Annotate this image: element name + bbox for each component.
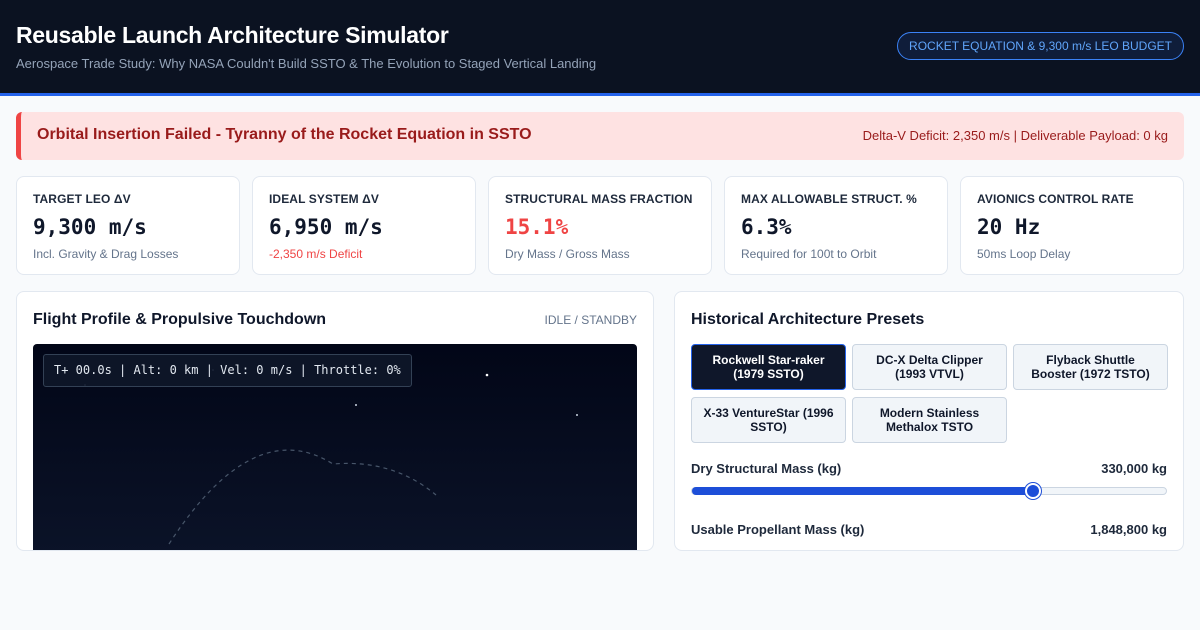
star [576, 414, 578, 416]
metric-sub: Required for 100t to Orbit [741, 247, 877, 261]
dry-mass-slider[interactable] [691, 483, 1167, 499]
metric-label: AVIONICS CONTROL RATE [977, 192, 1134, 206]
metric-label: MAX ALLOWABLE STRUCT. % [741, 192, 917, 206]
metric-card-structural-fraction: STRUCTURAL MASS FRACTION 15.1% Dry Mass … [488, 176, 712, 275]
star [485, 373, 489, 377]
metric-value: 9,300 m/s [33, 215, 147, 239]
slider-thumb[interactable] [1025, 483, 1042, 499]
panel-title: Historical Architecture Presets [691, 311, 925, 328]
slider-fill [692, 487, 1034, 495]
metric-value: 20 Hz [977, 215, 1041, 239]
metric-sub: Incl. Gravity & Drag Losses [33, 247, 179, 261]
metric-sub: Dry Mass / Gross Mass [505, 247, 630, 261]
panel-title: Flight Profile & Propulsive Touchdown [33, 311, 327, 328]
metric-sub: -2,350 m/s Deficit [269, 247, 363, 261]
metric-card-target-dv: TARGET LEO ΔV 9,300 m/s Incl. Gravity & … [16, 176, 240, 275]
telemetry-readout: T+ 00.0s | Alt: 0 km | Vel: 0 m/s | Thro… [43, 354, 412, 387]
star [355, 404, 357, 406]
dry-mass-label: Dry Structural Mass (kg) [691, 461, 842, 476]
app-title: Reusable Launch Architecture Simulator [16, 22, 449, 48]
flight-sim-canvas[interactable]: T+ 00.0s | Alt: 0 km | Vel: 0 m/s | Thro… [33, 344, 637, 550]
presets-panel: Historical Architecture Presets Rockwell… [674, 291, 1184, 551]
metric-label: STRUCTURAL MASS FRACTION [505, 192, 693, 206]
alert-detail: Delta-V Deficit: 2,350 m/s | Deliverable… [862, 128, 1168, 143]
dry-mass-value: 330,000 kg [1101, 461, 1167, 476]
metric-card-avionics-rate: AVIONICS CONTROL RATE 20 Hz 50ms Loop De… [960, 176, 1184, 275]
trajectory-path [168, 449, 437, 545]
metric-value: 15.1% [505, 215, 569, 239]
metric-value: 6.3% [741, 215, 792, 239]
alert-title: Orbital Insertion Failed - Tyranny of th… [37, 126, 532, 143]
metric-label: TARGET LEO ΔV [33, 192, 131, 206]
sim-status: IDLE / STANDBY [544, 313, 637, 327]
app-header: Reusable Launch Architecture Simulator A… [0, 0, 1200, 96]
metric-label: IDEAL SYSTEM ΔV [269, 192, 379, 206]
header-badge: ROCKET EQUATION & 9,300 m/s LEO BUDGET [897, 32, 1184, 60]
preset-methalox-tsto-button[interactable]: Modern Stainless Methalox TSTO [852, 397, 1007, 443]
preset-star-raker-button[interactable]: Rockwell Star-raker (1979 SSTO) [691, 344, 846, 390]
propellant-mass-label: Usable Propellant Mass (kg) [691, 522, 865, 537]
metric-card-ideal-dv: IDEAL SYSTEM ΔV 6,950 m/s -2,350 m/s Def… [252, 176, 476, 275]
metric-card-max-structural: MAX ALLOWABLE STRUCT. % 6.3% Required fo… [724, 176, 948, 275]
metric-sub: 50ms Loop Delay [977, 247, 1071, 261]
preset-x33-venturestar-button[interactable]: X-33 VentureStar (1996 SSTO) [691, 397, 846, 443]
flight-profile-panel: Flight Profile & Propulsive Touchdown ID… [16, 291, 654, 551]
failure-alert: Orbital Insertion Failed - Tyranny of th… [16, 112, 1184, 160]
metric-value: 6,950 m/s [269, 215, 383, 239]
preset-dc-x-button[interactable]: DC-X Delta Clipper (1993 VTVL) [852, 344, 1007, 390]
preset-flyback-shuttle-button[interactable]: Flyback Shuttle Booster (1972 TSTO) [1013, 344, 1168, 390]
propellant-mass-value: 1,848,800 kg [1090, 522, 1167, 537]
app-subtitle: Aerospace Trade Study: Why NASA Couldn't… [16, 56, 597, 71]
